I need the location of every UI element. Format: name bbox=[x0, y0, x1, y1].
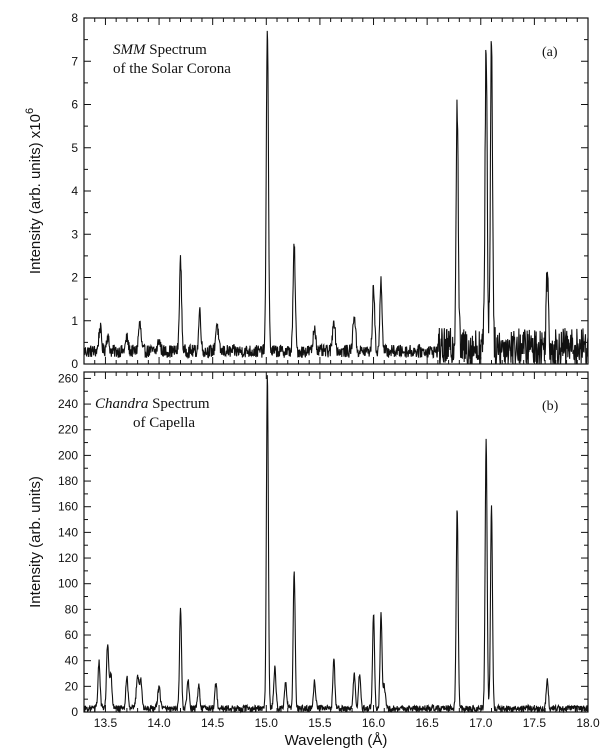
y-tick-label: 5 bbox=[71, 141, 78, 155]
y-tick-label: 180 bbox=[58, 474, 78, 488]
y-tick-label: 100 bbox=[58, 577, 78, 591]
panel-label: (a) bbox=[542, 45, 558, 60]
annotation-line-2: of the Solar Corona bbox=[113, 61, 231, 77]
x-tick-label: 16.0 bbox=[362, 716, 386, 730]
y-tick-label: 80 bbox=[65, 602, 79, 616]
y-tick-label: 240 bbox=[58, 397, 78, 411]
y-tick-label: 6 bbox=[71, 98, 78, 112]
plot-frame bbox=[83, 371, 589, 713]
y-tick-label: 40 bbox=[65, 654, 79, 668]
x-axis-title: Wavelength (Å) bbox=[285, 732, 388, 749]
y-tick-label: 3 bbox=[71, 227, 78, 241]
y-tick-label: 8 bbox=[71, 11, 78, 25]
x-tick-label: 18.0 bbox=[576, 716, 600, 730]
x-tick-label: 15.0 bbox=[255, 716, 279, 730]
y-tick-label: 60 bbox=[65, 628, 79, 642]
y-tick-label: 2 bbox=[71, 271, 78, 285]
x-tick-label: 16.5 bbox=[415, 716, 439, 730]
y-tick-label: 140 bbox=[58, 525, 78, 539]
x-tick-label: 13.5 bbox=[94, 716, 118, 730]
y-tick-label: 200 bbox=[58, 448, 78, 462]
y-tick-label: 120 bbox=[58, 551, 78, 565]
spectrum-line bbox=[83, 375, 589, 714]
annotation-line-1: Chandra Spectrum bbox=[95, 396, 210, 412]
y-tick-label: 4 bbox=[71, 184, 78, 198]
panel-b: 13.5 14.0 14.5 15.0 15.5 16.0 16.5 17.0 17.5 18.0… bbox=[27, 371, 600, 749]
y-tick-label: 0 bbox=[71, 357, 78, 371]
x-tick-label: 14.0 bbox=[147, 716, 171, 730]
x-tick-label: 17.0 bbox=[469, 716, 493, 730]
panel-label: (b) bbox=[542, 399, 559, 414]
y-axis-title-text: Intensity (arb. units) x10 bbox=[27, 114, 44, 274]
y-tick-label: 1 bbox=[71, 314, 78, 328]
y-axis-title-exponent: 6 bbox=[24, 108, 36, 114]
y-axis-title: Intensity (arb. units) x106 bbox=[24, 108, 44, 274]
annotation-line-2: of Capella bbox=[133, 415, 195, 431]
x-tick-label: 17.5 bbox=[523, 716, 547, 730]
y-tick-label: 220 bbox=[58, 423, 78, 437]
y-axis-title: Intensity (arb. units) bbox=[27, 476, 44, 608]
x-tick-label: 14.5 bbox=[201, 716, 225, 730]
y-axis-title-text: Intensity (arb. units) bbox=[27, 476, 44, 608]
annotation-line-1: SMM Spectrum bbox=[113, 42, 207, 58]
x-tick-label: 15.5 bbox=[308, 716, 332, 730]
y-tick-label: 260 bbox=[58, 371, 78, 385]
y-tick-label: 160 bbox=[58, 500, 78, 514]
y-tick-label: 20 bbox=[65, 679, 79, 693]
y-tick-label: 0 bbox=[71, 705, 78, 719]
y-tick-label: 7 bbox=[71, 54, 78, 68]
spectrum-line bbox=[83, 30, 589, 365]
